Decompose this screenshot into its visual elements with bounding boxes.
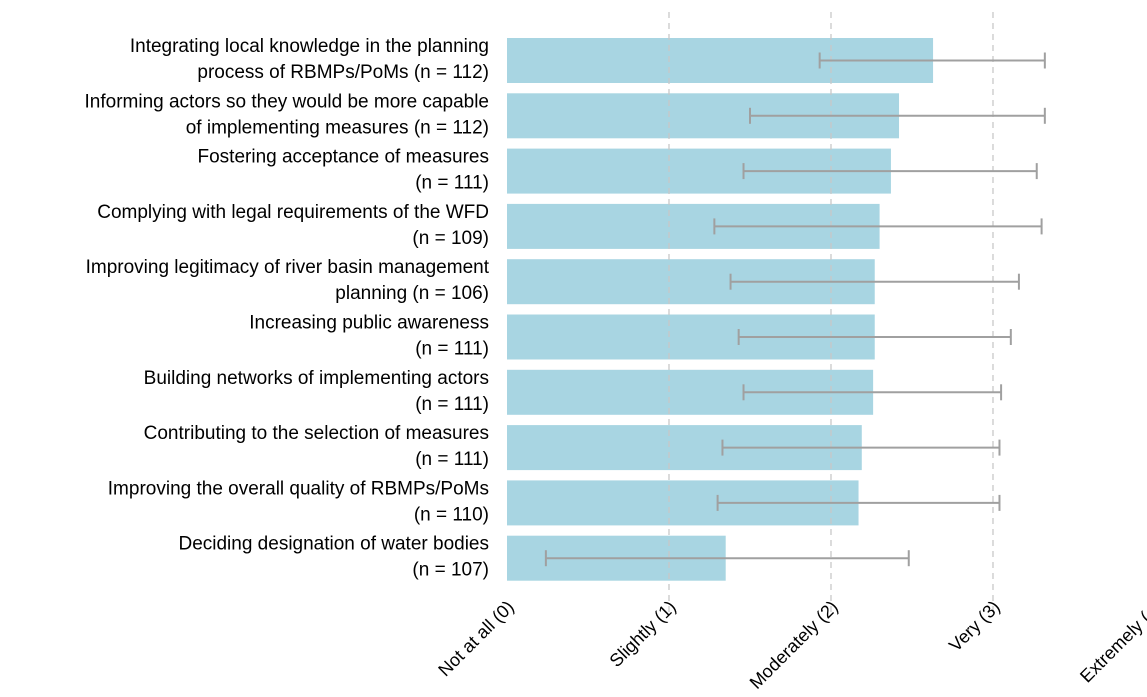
category-label-4-line-2: (n = 109) (412, 228, 489, 249)
error-bar-8 (721, 439, 1001, 456)
error-bar-6 (737, 329, 1012, 345)
error-bar-4 (713, 218, 1043, 235)
category-label-1-line-2: process of RBMPs/PoMs (n = 112) (197, 62, 489, 83)
category-labels-layer: Integrating local knowledge in the plann… (85, 36, 490, 581)
error-bar-9 (716, 494, 1001, 511)
category-label-6-line-2: (n = 111) (415, 339, 489, 360)
category-label-5-line-1: Improving legitimacy of river basin mana… (86, 257, 490, 278)
category-label-6-line-1: Increasing public awareness (249, 313, 489, 334)
error-bar-1 (818, 52, 1046, 69)
category-label-9-line-2: (n = 110) (414, 504, 489, 525)
x-tick-label-0: Not at all (0) (434, 597, 517, 680)
category-label-8-line-1: Contributing to the selection of measure… (144, 423, 489, 444)
grid-layer (668, 12, 994, 612)
category-label-7-line-1: Building networks of implementing actors (144, 368, 489, 389)
x-tick-labels-layer: Not at all (0) Slightly (1) Moderately (2)… (434, 597, 1147, 693)
error-bar-10 (544, 550, 910, 567)
error-bar-7 (742, 384, 1003, 401)
category-label-8-line-2: (n = 111) (415, 449, 489, 470)
category-label-3-line-1: Fostering acceptance of measures (198, 147, 490, 168)
category-label-5-line-2: planning (n = 106) (335, 283, 489, 304)
category-label-9-line-1: Improving the overall quality of RBMPs/P… (108, 478, 489, 499)
category-label-10-line-2: (n = 107) (412, 560, 489, 581)
bars-layer (507, 38, 934, 581)
x-tick-label-4: Extremely (4) (1076, 597, 1147, 687)
category-label-3-line-2: (n = 111) (415, 173, 489, 194)
category-label-2-line-2: of implementing measures (n = 112) (186, 117, 489, 138)
x-tick-label-2: Moderately (2) (746, 597, 842, 693)
category-label-1-line-1: Integrating local knowledge in the plann… (130, 36, 489, 57)
error-bar-2 (749, 107, 1046, 124)
error-bar-5 (729, 273, 1020, 290)
category-label-7-line-2: (n = 111) (415, 394, 489, 415)
error-bars-layer (544, 52, 1046, 567)
category-label-4-line-1: Complying with legal requirements of the… (97, 202, 489, 223)
x-tick-label-3: Very (3) (945, 597, 1004, 656)
x-tick-label-1: Slightly (1) (606, 597, 680, 671)
category-label-10-line-1: Deciding designation of water bodies (178, 534, 489, 555)
error-bar-3 (742, 163, 1038, 180)
category-label-2-line-1: Informing actors so they would be more c… (85, 91, 490, 112)
